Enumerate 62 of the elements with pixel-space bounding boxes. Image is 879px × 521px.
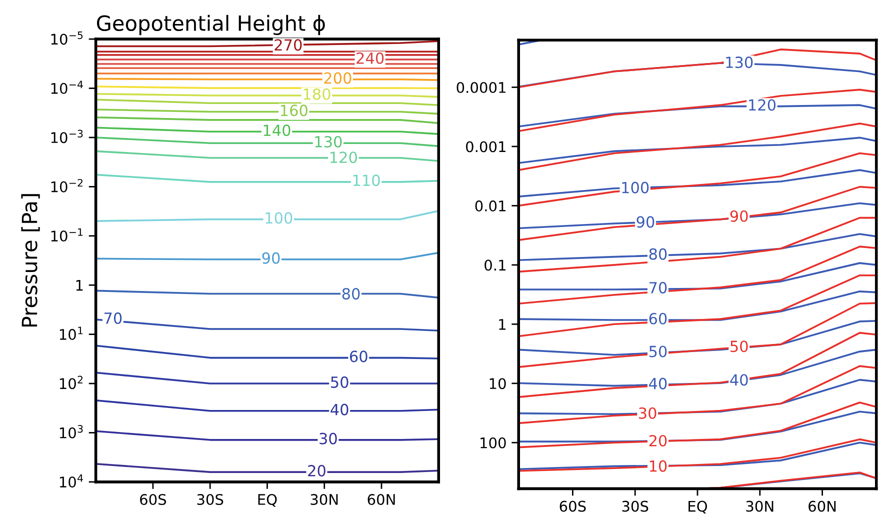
x-tick-label: EQ xyxy=(688,500,708,514)
annotation: 40 xyxy=(330,404,348,416)
y-tick-label: 0.1 xyxy=(484,260,506,271)
x-tick-label: 60N xyxy=(808,500,836,512)
annotation: 110 xyxy=(353,174,380,186)
annotation: 30 xyxy=(320,432,337,444)
annotation: 30 xyxy=(639,407,656,419)
x-tick-label: 30S xyxy=(197,494,224,506)
x-tick-label: 30S xyxy=(622,500,648,512)
annotation: 180 xyxy=(304,88,330,100)
annotation: 120 xyxy=(330,152,357,164)
annotation: 50 xyxy=(331,376,348,388)
x-tick-label: 60S xyxy=(140,494,166,506)
x-tick-label: EQ xyxy=(258,494,277,507)
y-tick-label: 0.01 xyxy=(475,200,506,212)
annotation: 50 xyxy=(730,340,748,352)
annotation: 40 xyxy=(648,378,667,390)
x-tick-label: 60N xyxy=(368,494,395,506)
y-tick-label: 0.0001 xyxy=(456,82,506,93)
y-tick-label: 10$^{−5}$ xyxy=(51,31,83,45)
annotation: 40 xyxy=(730,374,748,386)
annotation: 80 xyxy=(342,288,360,300)
annotation: 50 xyxy=(649,346,667,358)
y-tick-label: 0.001 xyxy=(466,141,506,152)
y-tick-label: 10$^{−1}$ xyxy=(51,228,83,242)
y-tick-label: 1 xyxy=(76,280,83,291)
y-axis-title: Pressure [Pa] xyxy=(21,194,40,327)
annotation: 70 xyxy=(104,312,122,324)
x-tick-label: 60S xyxy=(560,500,586,512)
annotation: 20 xyxy=(308,464,326,476)
annotation: 130 xyxy=(315,136,342,148)
y-tick-label: 10$^{−3}$ xyxy=(51,130,83,144)
y-tick-label: 10$^{1}$ xyxy=(60,326,83,340)
annotation: 120 xyxy=(749,99,776,111)
annotation: 100 xyxy=(266,212,292,224)
annotation: 80 xyxy=(649,248,667,260)
annotation: 70 xyxy=(650,282,667,294)
y-tick-label: 1 xyxy=(499,319,506,330)
annotation: 240 xyxy=(356,52,384,64)
y-tick-label: 10$^{2}$ xyxy=(60,376,83,390)
annotation: 60 xyxy=(350,350,368,362)
annotation: 90 xyxy=(636,216,654,228)
annotation: 270 xyxy=(274,39,302,51)
annotation: 100 xyxy=(622,182,649,194)
annotation: 130 xyxy=(726,56,753,68)
y-tick-label: 100 xyxy=(480,437,506,448)
annotation: 90 xyxy=(262,252,280,264)
annotation: 60 xyxy=(649,312,667,324)
annotation: 200 xyxy=(324,72,352,84)
annotation: 140 xyxy=(264,124,290,136)
y-tick-label: 10$^{4}$ xyxy=(60,474,83,488)
annotation: 90 xyxy=(730,210,748,222)
y-tick-label: 10 xyxy=(490,378,506,390)
y-tick-label: 10$^{−4}$ xyxy=(51,80,83,94)
annotation: 10 xyxy=(650,460,667,472)
x-tick-label: 30N xyxy=(310,494,338,506)
x-tick-label: 30N xyxy=(746,500,774,512)
annotation: 20 xyxy=(649,434,667,447)
y-tick-label: 10$^{−2}$ xyxy=(51,178,82,192)
chart-title: Geopotential Height ϕ xyxy=(96,14,325,36)
annotation: 160 xyxy=(280,104,308,116)
y-tick-label: 10$^{3}$ xyxy=(60,424,83,438)
